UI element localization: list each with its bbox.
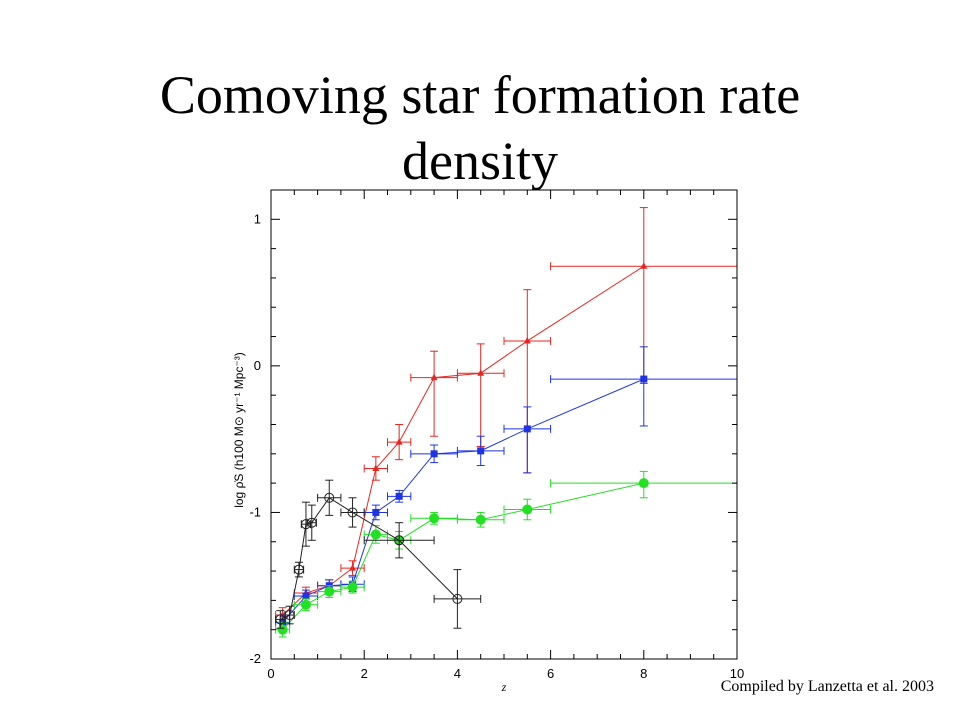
data-point [452,593,463,604]
x-tick-label: 8 [640,666,647,681]
slide-title: Comoving star formation rate density [0,62,960,194]
data-point [394,535,405,546]
data-point [477,369,485,376]
data-point [275,614,286,625]
data-point [640,375,648,383]
data-point [372,508,380,516]
data-point [293,564,304,575]
error-bar [317,479,342,516]
slide-title-line1: Comoving star formation rate [159,65,801,125]
y-axis-label: log ρ̇S (h100 M⊙ yr⁻¹ Mpc⁻³) [232,352,246,508]
data-point [324,492,335,503]
data-point [475,514,486,525]
slide-title-line2: density [402,131,558,191]
y-tick-label: -2 [249,651,261,666]
series-4 [275,479,482,629]
data-point [349,564,357,571]
data-point [638,478,649,489]
data-point [306,517,317,528]
error-bar [306,504,317,541]
error-bar [363,522,435,559]
error-bar [284,605,295,625]
series-1 [275,207,738,623]
data-point [523,336,531,344]
data-point [324,586,335,597]
data-point [640,262,648,269]
data-point [347,507,358,518]
data-point [429,513,440,524]
series-line [282,482,644,631]
x-tick-label: 10 [730,666,744,681]
error-bar [410,350,458,437]
error-bar [293,561,305,578]
data-point [300,599,311,610]
y-tick-label: 0 [254,358,261,373]
error-bar [433,569,482,629]
error-bar [456,343,505,447]
data-point [370,529,381,540]
series-line [282,265,645,616]
error-bar [300,501,312,547]
error-bar [503,406,552,474]
y-tick-label: -1 [249,504,261,519]
x-tick-label: 4 [454,666,461,681]
x-tick-label: 6 [547,666,554,681]
credit-text: Compiled by Lanzetta et al. 2003 [720,678,934,695]
data-point [302,592,310,600]
data-point [279,611,287,618]
x-tick-label: 0 [267,666,274,681]
x-axis-label: z [501,680,507,694]
data-point [430,450,438,458]
data-point [395,492,403,500]
y-tick-label: 1 [254,211,261,226]
data-point [477,447,485,455]
x-tick-label: 2 [361,666,368,681]
series-3 [275,470,738,638]
data-point [372,464,380,471]
data-point [277,624,288,635]
error-bar [550,346,738,427]
error-bar [340,497,365,528]
data-point [522,504,533,515]
data-point [347,582,358,593]
data-point [523,425,531,433]
data-point [284,610,295,621]
data-point [430,373,438,381]
data-point [300,519,311,530]
data-point [395,438,403,445]
